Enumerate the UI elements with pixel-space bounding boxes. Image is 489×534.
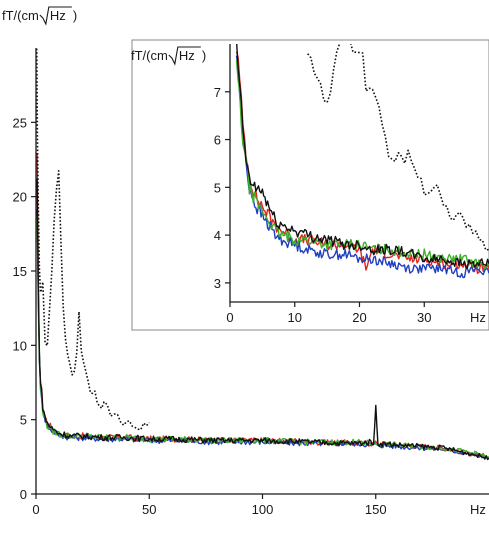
main-y-label-prefix: fT/(cm (2, 8, 39, 23)
inset-series-4 (236, 44, 489, 269)
inset-x-tick-label: 30 (417, 310, 431, 325)
main-y-tick-label: 15 (13, 264, 27, 279)
main-series-4 (36, 178, 489, 461)
main-x-tick-label: 50 (142, 502, 156, 517)
inset-y-tick-label: 7 (214, 85, 221, 100)
inset-series-2 (235, 55, 489, 279)
main-y-tick-label: 0 (20, 487, 27, 502)
inset-y-label: fT/(cm Hz) (131, 46, 206, 66)
inset-y-tick-label: 5 (214, 180, 221, 195)
inset-y-label-suffix: ) (202, 48, 206, 63)
inset-y-label-radicand: Hz (179, 48, 195, 63)
main-y-label-radicand: Hz (50, 8, 66, 23)
main-y-tick-label: 20 (13, 190, 27, 205)
inset-plot: 0 10 20 30 Hz 3 4 5 6 7 fT/(cm Hz) (131, 39, 489, 331)
inset-y-tick-label: 6 (214, 133, 221, 148)
main-x-tick-label: 100 (252, 502, 274, 517)
inset-background (131, 39, 489, 331)
main-x-tick-label: 0 (32, 502, 39, 517)
inset-y-tick-label: 3 (214, 276, 221, 291)
inset-y-tick-label: 4 (214, 228, 221, 243)
main-sqrt-icon (39, 6, 72, 26)
inset-x-tick-label: 20 (352, 310, 366, 325)
inset-series-5-dotted (307, 44, 489, 251)
inset-x-tick-label: 10 (288, 310, 302, 325)
main-y-label: fT/(cm Hz) (2, 6, 77, 26)
inset-x-unit: Hz (470, 310, 486, 325)
inset-x-tick-label: 0 (226, 310, 233, 325)
inset-sqrt-icon (168, 46, 201, 66)
main-x-unit: Hz (470, 502, 486, 517)
inset-y-label-prefix: fT/(cm (131, 48, 168, 63)
main-y-tick-label: 10 (13, 338, 27, 353)
main-y-tick-label: 5 (20, 413, 27, 428)
main-y-tick-label: 25 (13, 115, 27, 130)
main-y-label-suffix: ) (73, 8, 77, 23)
main-x-tick-label: 150 (365, 502, 387, 517)
main-series-5-dotted (36, 48, 150, 431)
